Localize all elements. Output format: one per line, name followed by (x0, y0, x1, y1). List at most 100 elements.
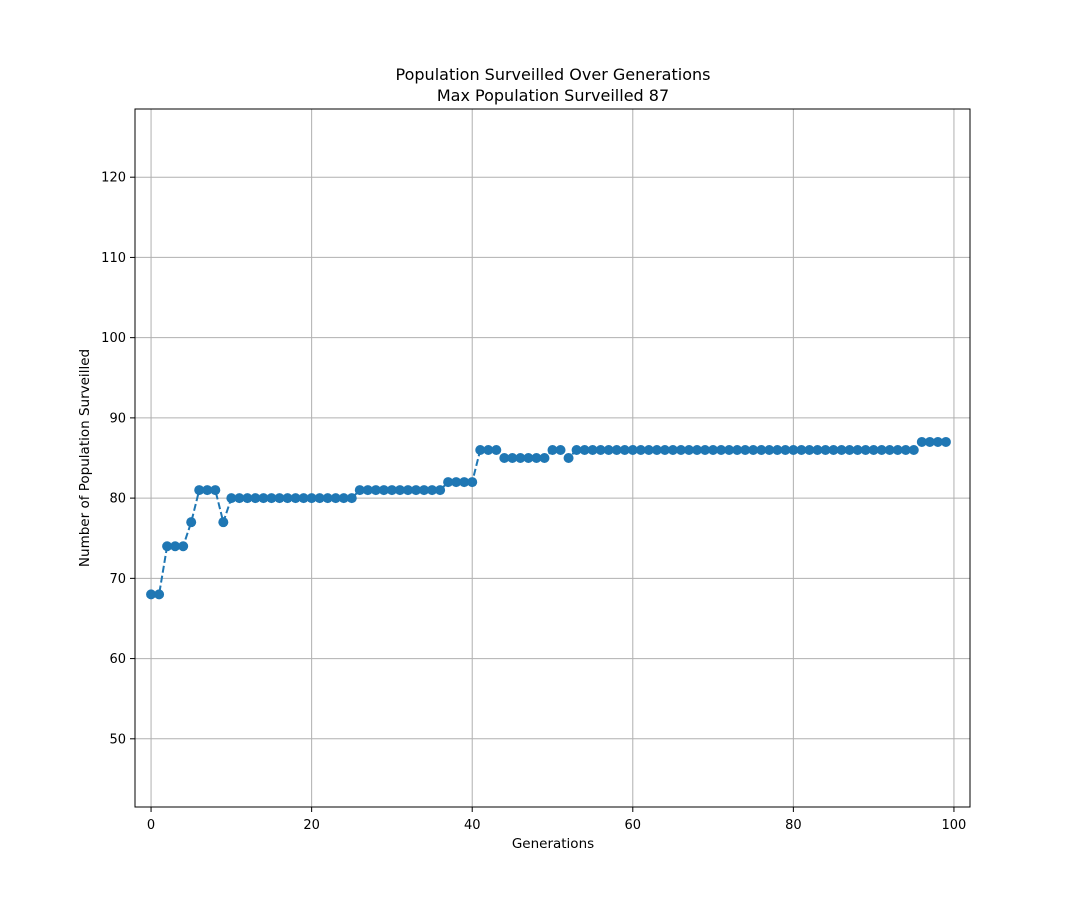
data-point (266, 493, 277, 504)
grid (135, 109, 970, 807)
data-point (675, 444, 686, 455)
data-point (346, 493, 357, 504)
data-point (748, 444, 759, 455)
data-point (194, 485, 205, 496)
data-point (940, 436, 951, 447)
y-axis-label: Number of Population Surveilled (77, 349, 93, 567)
data-point (394, 485, 405, 496)
data-point (170, 541, 181, 552)
data-point (716, 444, 727, 455)
data-point (603, 444, 614, 455)
data-point (571, 444, 582, 455)
data-point (290, 493, 301, 504)
data-point (659, 444, 670, 455)
data-point (322, 493, 333, 504)
x-tick-label: 40 (464, 818, 481, 833)
data-point (812, 444, 823, 455)
data-point (900, 444, 911, 455)
y-tick-label: 120 (101, 171, 126, 186)
x-tick-label: 80 (785, 818, 802, 833)
data-point (667, 444, 678, 455)
data-point (386, 485, 397, 496)
x-tick-label: 0 (147, 818, 155, 833)
data-point (539, 453, 550, 463)
data-point (459, 477, 470, 488)
data-point (740, 444, 751, 455)
data-point (282, 493, 293, 504)
data-point (563, 453, 574, 463)
data-point (258, 493, 269, 504)
data-point (314, 493, 325, 504)
data-point (491, 444, 502, 455)
y-tick-label: 80 (109, 492, 126, 507)
data-point (402, 485, 413, 496)
data-point (202, 485, 213, 496)
data-point (162, 541, 173, 552)
data-point (804, 444, 815, 455)
data-point (635, 444, 646, 455)
series (146, 436, 951, 600)
data-point (788, 444, 799, 455)
data-point (587, 444, 598, 455)
data-point (210, 485, 221, 496)
data-point (683, 444, 694, 455)
data-point (370, 485, 381, 496)
data-point (354, 485, 365, 496)
data-point (780, 444, 791, 455)
data-point (836, 444, 847, 455)
data-point (643, 444, 654, 455)
data-point (852, 444, 863, 455)
data-point (306, 493, 317, 504)
data-point (218, 517, 229, 528)
data-point (298, 493, 309, 504)
data-point (467, 477, 478, 488)
data-point (908, 444, 919, 455)
data-point (146, 589, 157, 600)
data-point (507, 453, 518, 463)
data-point (892, 444, 903, 455)
x-tick-label: 100 (942, 818, 967, 833)
data-point (419, 485, 430, 496)
data-point (708, 444, 719, 455)
data-point (932, 436, 943, 447)
data-point (523, 453, 534, 463)
data-point (330, 493, 341, 504)
data-point (916, 436, 927, 447)
data-point (178, 541, 189, 552)
data-point (868, 444, 879, 455)
data-point (796, 444, 807, 455)
x-tick-label: 20 (303, 818, 320, 833)
data-point (338, 493, 349, 504)
data-point (547, 444, 558, 455)
data-point (475, 444, 486, 455)
y-tick-label: 50 (109, 732, 126, 747)
data-point (764, 444, 775, 455)
data-point (732, 444, 743, 455)
data-point (884, 444, 895, 455)
data-point (435, 485, 446, 496)
y-tick-label: 60 (109, 652, 126, 667)
data-point (924, 436, 935, 447)
data-point (844, 444, 855, 455)
x-axis-label: Generations (512, 836, 594, 852)
data-point (451, 477, 462, 488)
data-point (555, 444, 566, 455)
y-tick-label: 100 (101, 331, 126, 346)
data-point (860, 444, 871, 455)
y-tick-label: 70 (109, 572, 126, 587)
chart-subtitle: Max Population Surveilled 87 (437, 86, 669, 105)
data-point (756, 444, 767, 455)
data-point (876, 444, 887, 455)
data-point (186, 517, 197, 528)
plot-frame (134, 108, 971, 808)
data-point (411, 485, 422, 496)
data-point (611, 444, 622, 455)
data-point (700, 444, 711, 455)
data-point (274, 493, 285, 504)
data-point (154, 589, 165, 600)
data-point (250, 493, 261, 504)
data-point (651, 444, 662, 455)
data-point (234, 493, 245, 504)
data-point (515, 453, 526, 463)
